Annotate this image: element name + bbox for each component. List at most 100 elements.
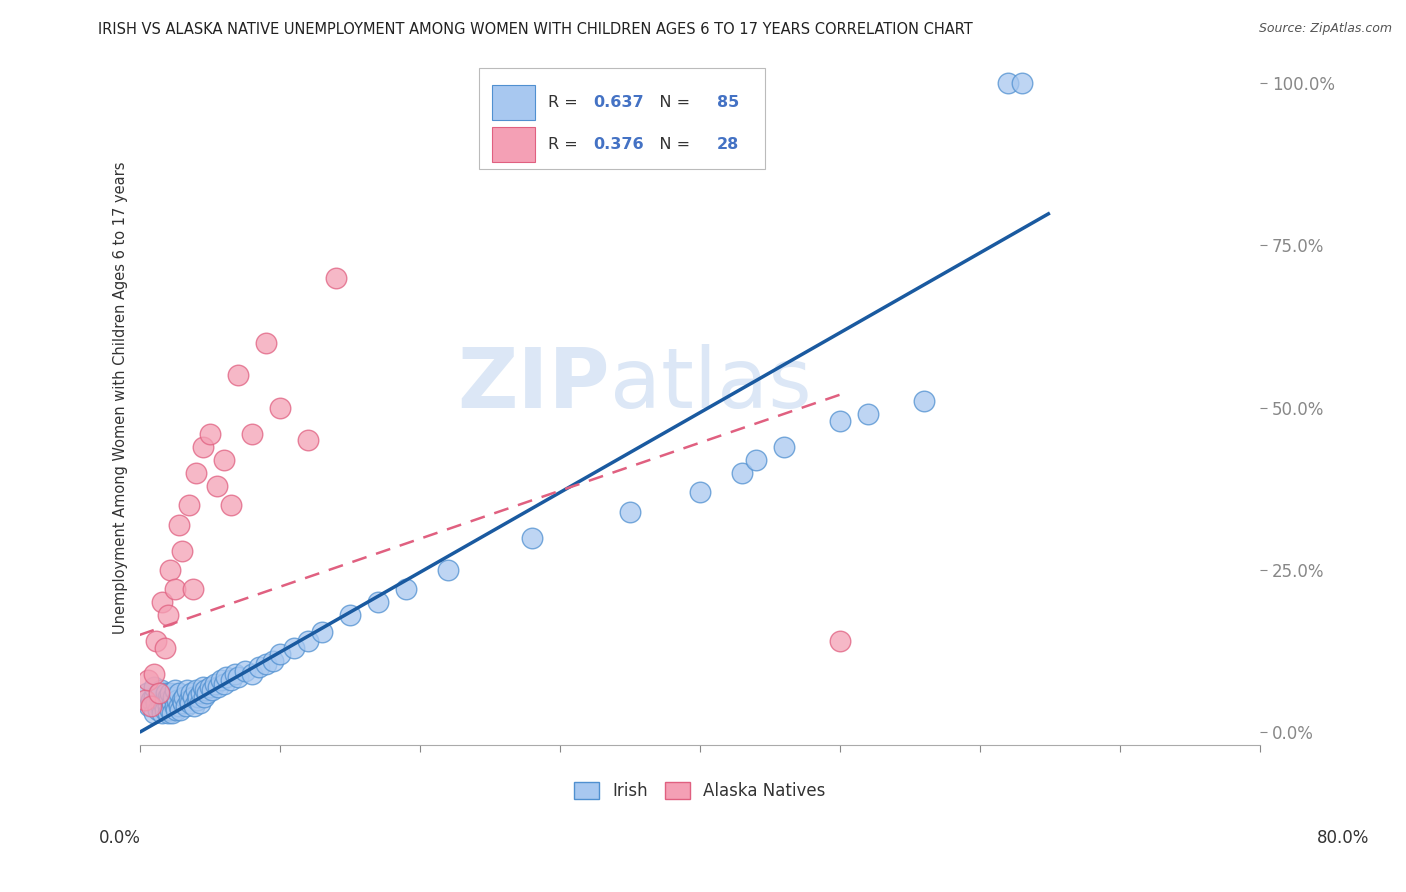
- Text: 0.376: 0.376: [593, 137, 644, 152]
- Point: [209, 673, 232, 688]
- Point: [148, 690, 170, 704]
- Point: [139, 693, 162, 707]
- Point: [159, 686, 181, 700]
- Point: [619, 505, 641, 519]
- Point: [152, 696, 174, 710]
- Point: [169, 702, 191, 716]
- Point: [188, 696, 211, 710]
- Text: 85: 85: [717, 95, 738, 111]
- FancyBboxPatch shape: [492, 86, 536, 120]
- Point: [215, 670, 238, 684]
- Point: [219, 498, 242, 512]
- Point: [191, 680, 214, 694]
- Point: [212, 676, 235, 690]
- Point: [186, 693, 208, 707]
- Point: [156, 706, 179, 720]
- Point: [150, 595, 173, 609]
- Point: [240, 426, 263, 441]
- Point: [190, 686, 212, 700]
- Point: [139, 699, 162, 714]
- Point: [173, 690, 195, 704]
- Text: N =: N =: [644, 137, 695, 152]
- Point: [181, 582, 204, 597]
- Point: [191, 440, 214, 454]
- Point: [772, 440, 794, 454]
- Text: 0.637: 0.637: [593, 95, 644, 111]
- Point: [167, 517, 190, 532]
- Point: [856, 407, 879, 421]
- Text: atlas: atlas: [610, 343, 811, 425]
- Point: [176, 683, 198, 698]
- Point: [224, 666, 246, 681]
- Text: ZIP: ZIP: [457, 343, 610, 425]
- Point: [283, 640, 305, 655]
- Point: [166, 693, 188, 707]
- Point: [731, 466, 754, 480]
- Point: [183, 699, 205, 714]
- Point: [226, 670, 249, 684]
- Point: [142, 680, 165, 694]
- Point: [194, 683, 217, 698]
- Point: [997, 76, 1019, 90]
- Point: [179, 696, 201, 710]
- Point: [204, 676, 226, 690]
- Point: [148, 686, 170, 700]
- Point: [177, 498, 200, 512]
- Point: [174, 699, 197, 714]
- Text: R =: R =: [548, 137, 583, 152]
- Point: [153, 693, 176, 707]
- Point: [297, 634, 319, 648]
- Point: [226, 368, 249, 383]
- Text: 28: 28: [717, 137, 738, 152]
- Point: [195, 686, 218, 700]
- Point: [153, 702, 176, 716]
- Point: [142, 666, 165, 681]
- Point: [177, 693, 200, 707]
- Point: [254, 335, 277, 350]
- Point: [1011, 76, 1033, 90]
- Point: [155, 686, 177, 700]
- Point: [240, 666, 263, 681]
- Point: [145, 634, 167, 648]
- Point: [149, 683, 172, 698]
- Point: [339, 608, 361, 623]
- Point: [269, 401, 291, 415]
- Point: [142, 706, 165, 720]
- Point: [153, 640, 176, 655]
- Point: [828, 414, 851, 428]
- Point: [160, 706, 183, 720]
- Point: [325, 271, 347, 285]
- Point: [149, 699, 172, 714]
- Point: [156, 699, 179, 714]
- Point: [156, 608, 179, 623]
- Point: [180, 686, 202, 700]
- Point: [136, 673, 159, 688]
- Point: [142, 690, 165, 704]
- Point: [163, 582, 186, 597]
- Point: [254, 657, 277, 672]
- Point: [159, 563, 181, 577]
- Point: [201, 683, 224, 698]
- Point: [157, 693, 180, 707]
- Point: [170, 693, 193, 707]
- Point: [160, 696, 183, 710]
- Point: [828, 634, 851, 648]
- Point: [745, 452, 768, 467]
- Point: [162, 690, 184, 704]
- Point: [184, 683, 207, 698]
- Text: N =: N =: [644, 95, 695, 111]
- Point: [367, 595, 389, 609]
- Point: [134, 693, 156, 707]
- Point: [207, 680, 229, 694]
- Point: [212, 452, 235, 467]
- Point: [395, 582, 418, 597]
- Point: [138, 699, 160, 714]
- Point: [159, 702, 181, 716]
- Point: [187, 690, 209, 704]
- Point: [198, 426, 221, 441]
- Point: [247, 660, 270, 674]
- Text: 80.0%: 80.0%: [1316, 829, 1369, 847]
- Point: [205, 478, 228, 492]
- Point: [150, 706, 173, 720]
- Point: [689, 485, 711, 500]
